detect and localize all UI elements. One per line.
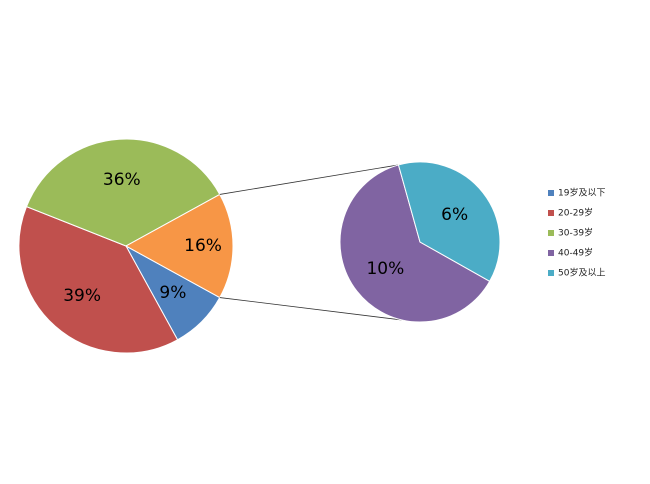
- legend-swatch: [548, 230, 554, 236]
- legend-swatch: [548, 210, 554, 216]
- legend-label: 40-49岁: [558, 247, 593, 259]
- pie-slice: [124, 193, 234, 299]
- data-label: 36%: [103, 170, 141, 190]
- legend-label: 20-29岁: [558, 207, 593, 219]
- pie-slice: [18, 205, 179, 354]
- data-label: 39%: [63, 286, 101, 306]
- data-label: 16%: [184, 236, 222, 256]
- data-label: 10%: [366, 259, 404, 279]
- pie-slice: [339, 164, 491, 323]
- pie-slice: [25, 138, 221, 247]
- pie-slice: [397, 161, 501, 282]
- legend-swatch: [548, 190, 554, 196]
- legend-label: 19岁及以下: [558, 187, 605, 199]
- legend-swatch: [548, 270, 554, 276]
- legend-label: 50岁及以上: [558, 267, 605, 279]
- connector-line: [219, 297, 411, 322]
- data-label: 6%: [441, 205, 468, 225]
- connector-line: [219, 162, 411, 195]
- legend-label: 30-39岁: [558, 227, 593, 239]
- legend-swatch: [548, 250, 554, 256]
- data-label: 9%: [159, 283, 186, 303]
